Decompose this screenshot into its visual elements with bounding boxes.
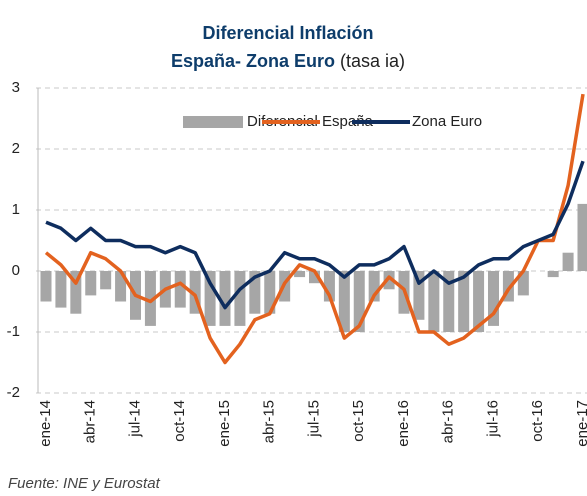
bar [144, 271, 156, 326]
bar [577, 203, 587, 271]
bar [189, 271, 201, 314]
bar [502, 271, 514, 302]
subtitle-note: (tasa ia) [340, 51, 405, 71]
bar [562, 252, 574, 271]
legend-label: Zona Euro [412, 113, 482, 130]
bar [70, 271, 82, 314]
x-tick-label: ene-15 [216, 400, 233, 447]
bar [55, 271, 67, 308]
bar [294, 271, 306, 278]
bar [458, 271, 470, 332]
line [44, 93, 585, 365]
bar [443, 271, 455, 332]
bar [338, 271, 350, 332]
x-tick-label: ene-14 [37, 400, 54, 447]
x-tick-label: oct-14 [171, 400, 188, 442]
bar [428, 271, 440, 332]
chart-subtitle: España- Zona Euro (tasa ia) [171, 51, 405, 71]
bar [264, 271, 276, 314]
subtitle-main: España- Zona Euro [171, 51, 335, 71]
x-tick-label: ene-17 [574, 400, 587, 447]
bar [204, 271, 216, 326]
bar [249, 271, 261, 314]
chart-title: Diferencial Inflación [202, 23, 373, 43]
y-tick-label: 2 [12, 140, 20, 157]
x-tick-label: oct-15 [350, 400, 367, 442]
x-tick-label: oct-16 [529, 400, 546, 442]
bar [413, 271, 425, 320]
y-tick-label: 3 [12, 79, 20, 96]
bar [100, 271, 112, 290]
legend-swatch [183, 116, 243, 128]
bar [368, 271, 380, 302]
source-note: Fuente: INE y Eurostat [8, 475, 161, 492]
x-tick-label: jul-15 [305, 400, 322, 438]
bar [473, 271, 485, 332]
y-tick-label: -1 [7, 323, 20, 340]
bar [234, 271, 246, 326]
legend-label: España [322, 113, 374, 130]
x-tick-label: jul-14 [126, 400, 143, 438]
y-tick-label: 1 [12, 201, 20, 218]
x-tick-label: abr-15 [261, 400, 278, 443]
bar [547, 271, 559, 278]
x-tick-label: ene-16 [395, 400, 412, 447]
bar [85, 271, 97, 296]
line [45, 160, 585, 310]
x-tick-label: jul-16 [484, 400, 501, 438]
x-tick-label: abr-14 [82, 400, 99, 443]
y-tick-label: 0 [12, 262, 20, 279]
bar [309, 271, 320, 284]
bar [323, 271, 335, 302]
y-tick-label: -2 [7, 384, 20, 401]
bar [383, 271, 395, 290]
bar [517, 271, 529, 296]
bar [115, 271, 127, 302]
bar [488, 271, 499, 326]
bar [353, 271, 365, 332]
bar [219, 271, 231, 326]
bar [40, 271, 52, 302]
x-tick-label: abr-16 [440, 400, 457, 443]
bar [174, 271, 186, 308]
